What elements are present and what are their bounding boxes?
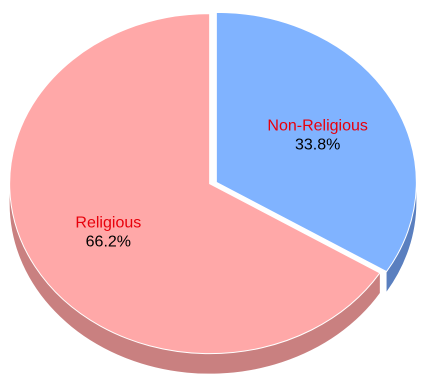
slice-value-non-religious: 33.8%	[295, 136, 340, 153]
slice-sides	[9, 182, 417, 374]
slice-value-religious: 66.2%	[86, 234, 131, 251]
slice-religious	[9, 13, 381, 355]
slice-labels: Non-Religious 33.8% Religious 66.2%	[75, 117, 367, 250]
slice-tops	[9, 11, 417, 355]
slice-side-non-religious	[386, 182, 417, 292]
slice-label-religious: Religious	[75, 215, 141, 232]
slice-non-religious	[215, 11, 417, 273]
slice-label-non-religious: Non-Religious	[267, 117, 368, 134]
